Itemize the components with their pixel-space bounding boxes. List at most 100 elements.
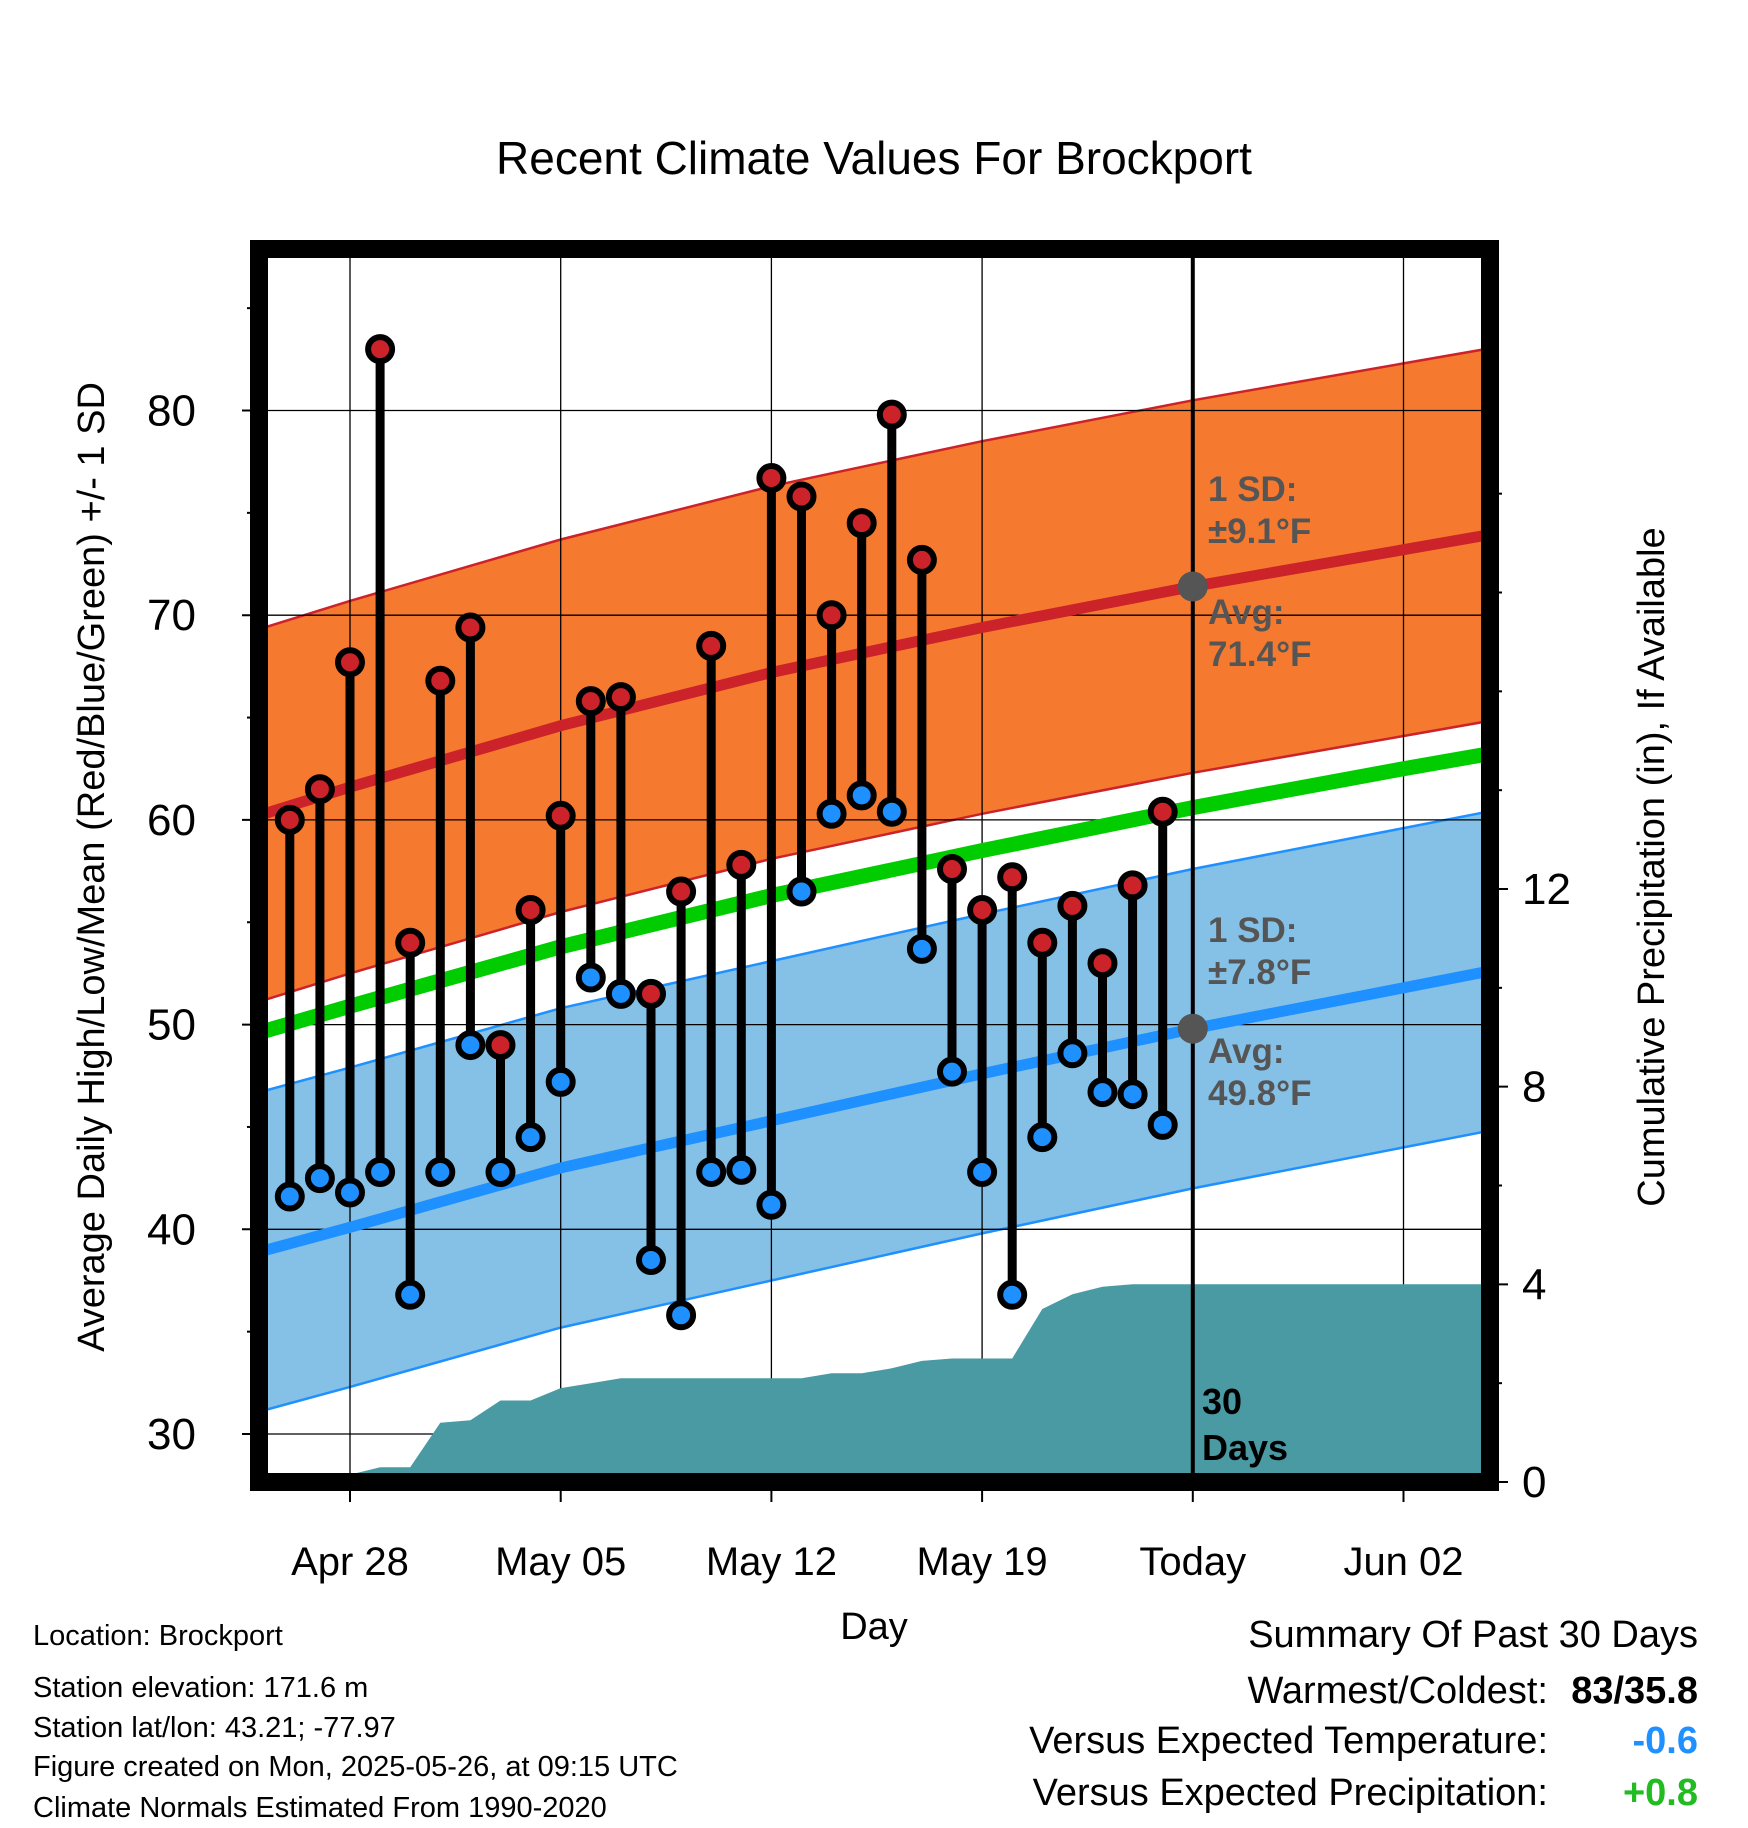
high-temp-point [1117, 870, 1148, 901]
low-temp-point [967, 1156, 998, 1187]
high-temp-point [335, 647, 365, 678]
high-temp-point [605, 682, 636, 713]
high-sd-band [259, 347, 1490, 1004]
low-temp-point [515, 1122, 546, 1153]
y-tick-label: 80 [147, 387, 196, 436]
high-temp-point [304, 774, 335, 805]
high-normal-line [259, 529, 1490, 822]
footer-created: Figure created on Mon, 2025-05-26, at 09… [33, 1751, 678, 1783]
footer-normals: Climate Normals Estimated From 1990-2020 [33, 1792, 607, 1824]
y-tick-label: 30 [147, 1410, 196, 1459]
mean-normal-line [259, 745, 1490, 1041]
high-temp-point [937, 854, 967, 885]
x-tick-label: May 19 [917, 1540, 1048, 1584]
low-temp-point [605, 978, 636, 1009]
high-temp-point [967, 894, 998, 925]
low-temp-point [696, 1156, 727, 1187]
low-temp-point [485, 1156, 516, 1187]
high-temp-point [1087, 948, 1118, 979]
high-temp-point [365, 334, 396, 365]
high-temp-point [786, 481, 817, 512]
summary-precip-value: +0.8 [1622, 1772, 1698, 1814]
low-temp-point [816, 798, 847, 829]
low-temp-point [636, 1245, 666, 1276]
high-avg-label: Avg: [1208, 593, 1284, 632]
low-temp-point [906, 933, 937, 964]
low-temp-point [274, 1181, 305, 1212]
y2-tick-label: 0 [1522, 1458, 1546, 1507]
summary-title: Summary Of Past 30 Days [1248, 1614, 1698, 1656]
high-temp-point [846, 508, 877, 539]
low-temp-point [1027, 1122, 1058, 1153]
high-avg-value: 71.4°F [1208, 635, 1312, 674]
high-temp-point [425, 665, 456, 696]
low-temp-point [786, 876, 817, 907]
high-temp-point [906, 544, 937, 575]
low-temp-point [395, 1279, 426, 1310]
y2-tick-label: 4 [1522, 1260, 1546, 1309]
summary-temp-value: -0.6 [1632, 1720, 1698, 1762]
low-avg-value: 49.8°F [1208, 1074, 1312, 1113]
low-temp-point [846, 780, 877, 811]
low-sd-band [259, 810, 1490, 1413]
summary-temp-departure: Versus Expected Temperature: -0.6 [1029, 1720, 1698, 1763]
low-temp-point [545, 1066, 576, 1097]
high-temp-point [274, 804, 305, 835]
summary-precip-departure: Versus Expected Precipitation: +0.8 [1033, 1772, 1698, 1815]
high-temp-point [666, 876, 697, 907]
low-sd-label: 1 SD: [1208, 911, 1297, 950]
low-normal-line [259, 965, 1490, 1258]
high-temp-point [515, 894, 546, 925]
low-temp-point [575, 962, 606, 993]
low-temp-point [1147, 1109, 1178, 1140]
high-temp-point [876, 399, 907, 430]
low-temp-point [756, 1189, 787, 1220]
low-avg-label: Avg: [1208, 1032, 1284, 1071]
low-temp-point [1117, 1079, 1148, 1110]
low-temp-point [425, 1156, 456, 1187]
high-temp-point [545, 800, 576, 831]
summary-precip-label: Versus Expected Precipitation: [1032, 1772, 1548, 1814]
y-tick-label: 50 [147, 1001, 196, 1050]
high-temp-point [726, 849, 757, 880]
high-temp-point [636, 978, 666, 1009]
y-tick-label: 70 [147, 591, 196, 640]
x-tick-label: May 05 [495, 1540, 626, 1584]
y-axis-label: Average Daily High/Low/Mean (Red/Blue/Gr… [71, 382, 113, 1352]
high-temp-point [997, 862, 1028, 893]
high-temp-point [395, 927, 426, 958]
high-temp-point [455, 612, 486, 643]
low-temp-point [726, 1154, 757, 1185]
low-temp-point [1087, 1077, 1118, 1108]
x-tick-label: May 12 [706, 1540, 837, 1584]
y2-tick-label: 12 [1522, 865, 1571, 914]
high-temp-point [696, 630, 727, 661]
y2-tick-label: 8 [1522, 1063, 1546, 1112]
x-tick-label: Jun 02 [1343, 1540, 1463, 1584]
low-temp-point [666, 1300, 697, 1331]
low-temp-point [1057, 1038, 1088, 1069]
x-tick-label: Today [1139, 1540, 1246, 1584]
y-tick-label: 60 [147, 796, 196, 845]
plot-frame [250, 240, 1499, 1491]
low-temp-point [876, 796, 907, 827]
high-temp-point [1027, 927, 1058, 958]
high-temp-point [756, 463, 787, 494]
chart-title: Recent Climate Values For Brockport [496, 132, 1252, 184]
low-temp-point [304, 1163, 335, 1194]
window-unit: Days [1202, 1427, 1288, 1468]
x-axis-label: Day [840, 1606, 908, 1648]
y-tick-label: 40 [147, 1205, 196, 1254]
high-temp-point [1147, 796, 1178, 827]
summary-warm-cold-label: Warmest/Coldest: [1247, 1670, 1548, 1712]
low-temp-point [365, 1156, 396, 1187]
low-sd-value: ±7.8°F [1208, 953, 1311, 992]
summary-warm-cold: Warmest/Coldest: 83/35.8 [1247, 1670, 1698, 1713]
low-temp-point [997, 1279, 1028, 1310]
low-temp-point [937, 1056, 967, 1087]
precip-area [259, 1284, 1490, 1482]
footer-location: Location: Brockport [33, 1620, 283, 1652]
footer-latlon: Station lat/lon: 43.21; -77.97 [33, 1712, 396, 1744]
x-tick-label: Apr 28 [291, 1540, 409, 1584]
